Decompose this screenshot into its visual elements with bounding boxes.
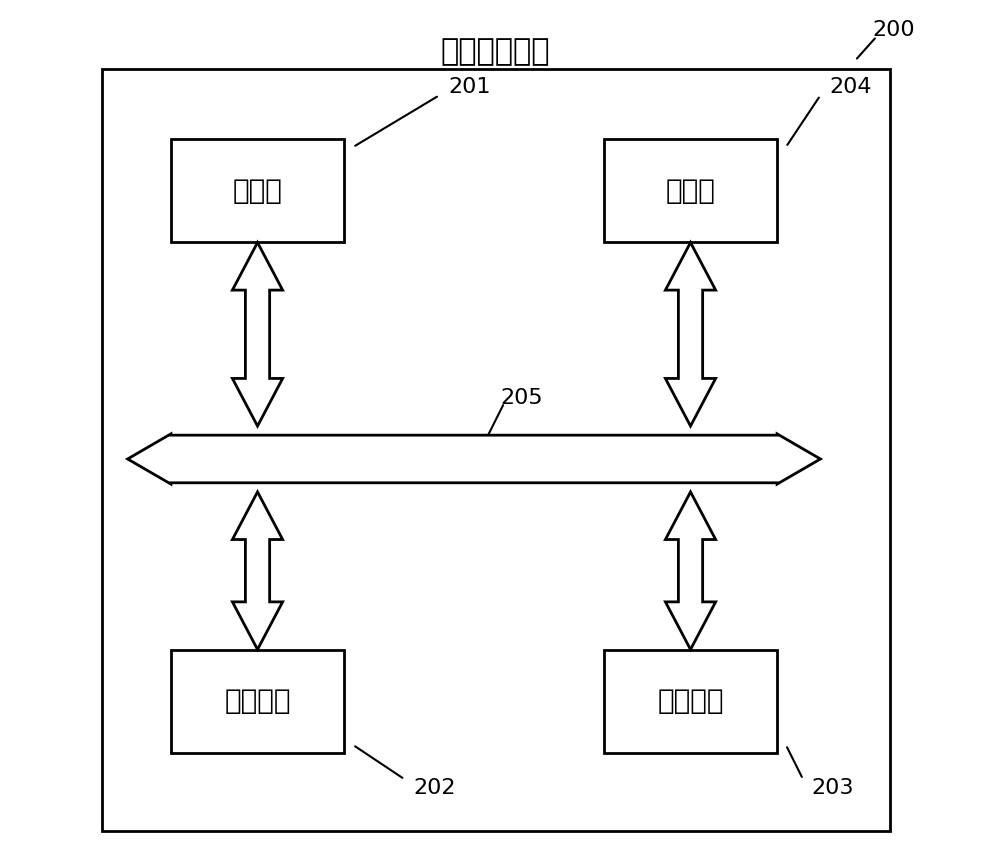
Text: 200: 200 [872,20,915,41]
FancyBboxPatch shape [171,650,344,753]
FancyBboxPatch shape [604,139,777,242]
Text: 202: 202 [413,778,456,798]
Polygon shape [665,492,716,650]
Text: 输出设备: 输出设备 [657,688,724,715]
Polygon shape [232,242,283,426]
Text: 201: 201 [448,76,491,97]
FancyBboxPatch shape [604,650,777,753]
FancyBboxPatch shape [171,139,344,242]
Text: 203: 203 [812,778,854,798]
Polygon shape [232,492,283,650]
Text: 205: 205 [500,388,543,409]
Text: 存储器: 存储器 [666,177,715,204]
Text: 输入设备: 输入设备 [224,688,291,715]
Polygon shape [665,242,716,426]
FancyBboxPatch shape [102,69,890,831]
Text: 数据采集设备: 数据采集设备 [441,37,550,67]
Text: 处理器: 处理器 [233,177,282,204]
Polygon shape [128,434,820,484]
Text: 204: 204 [829,76,872,97]
